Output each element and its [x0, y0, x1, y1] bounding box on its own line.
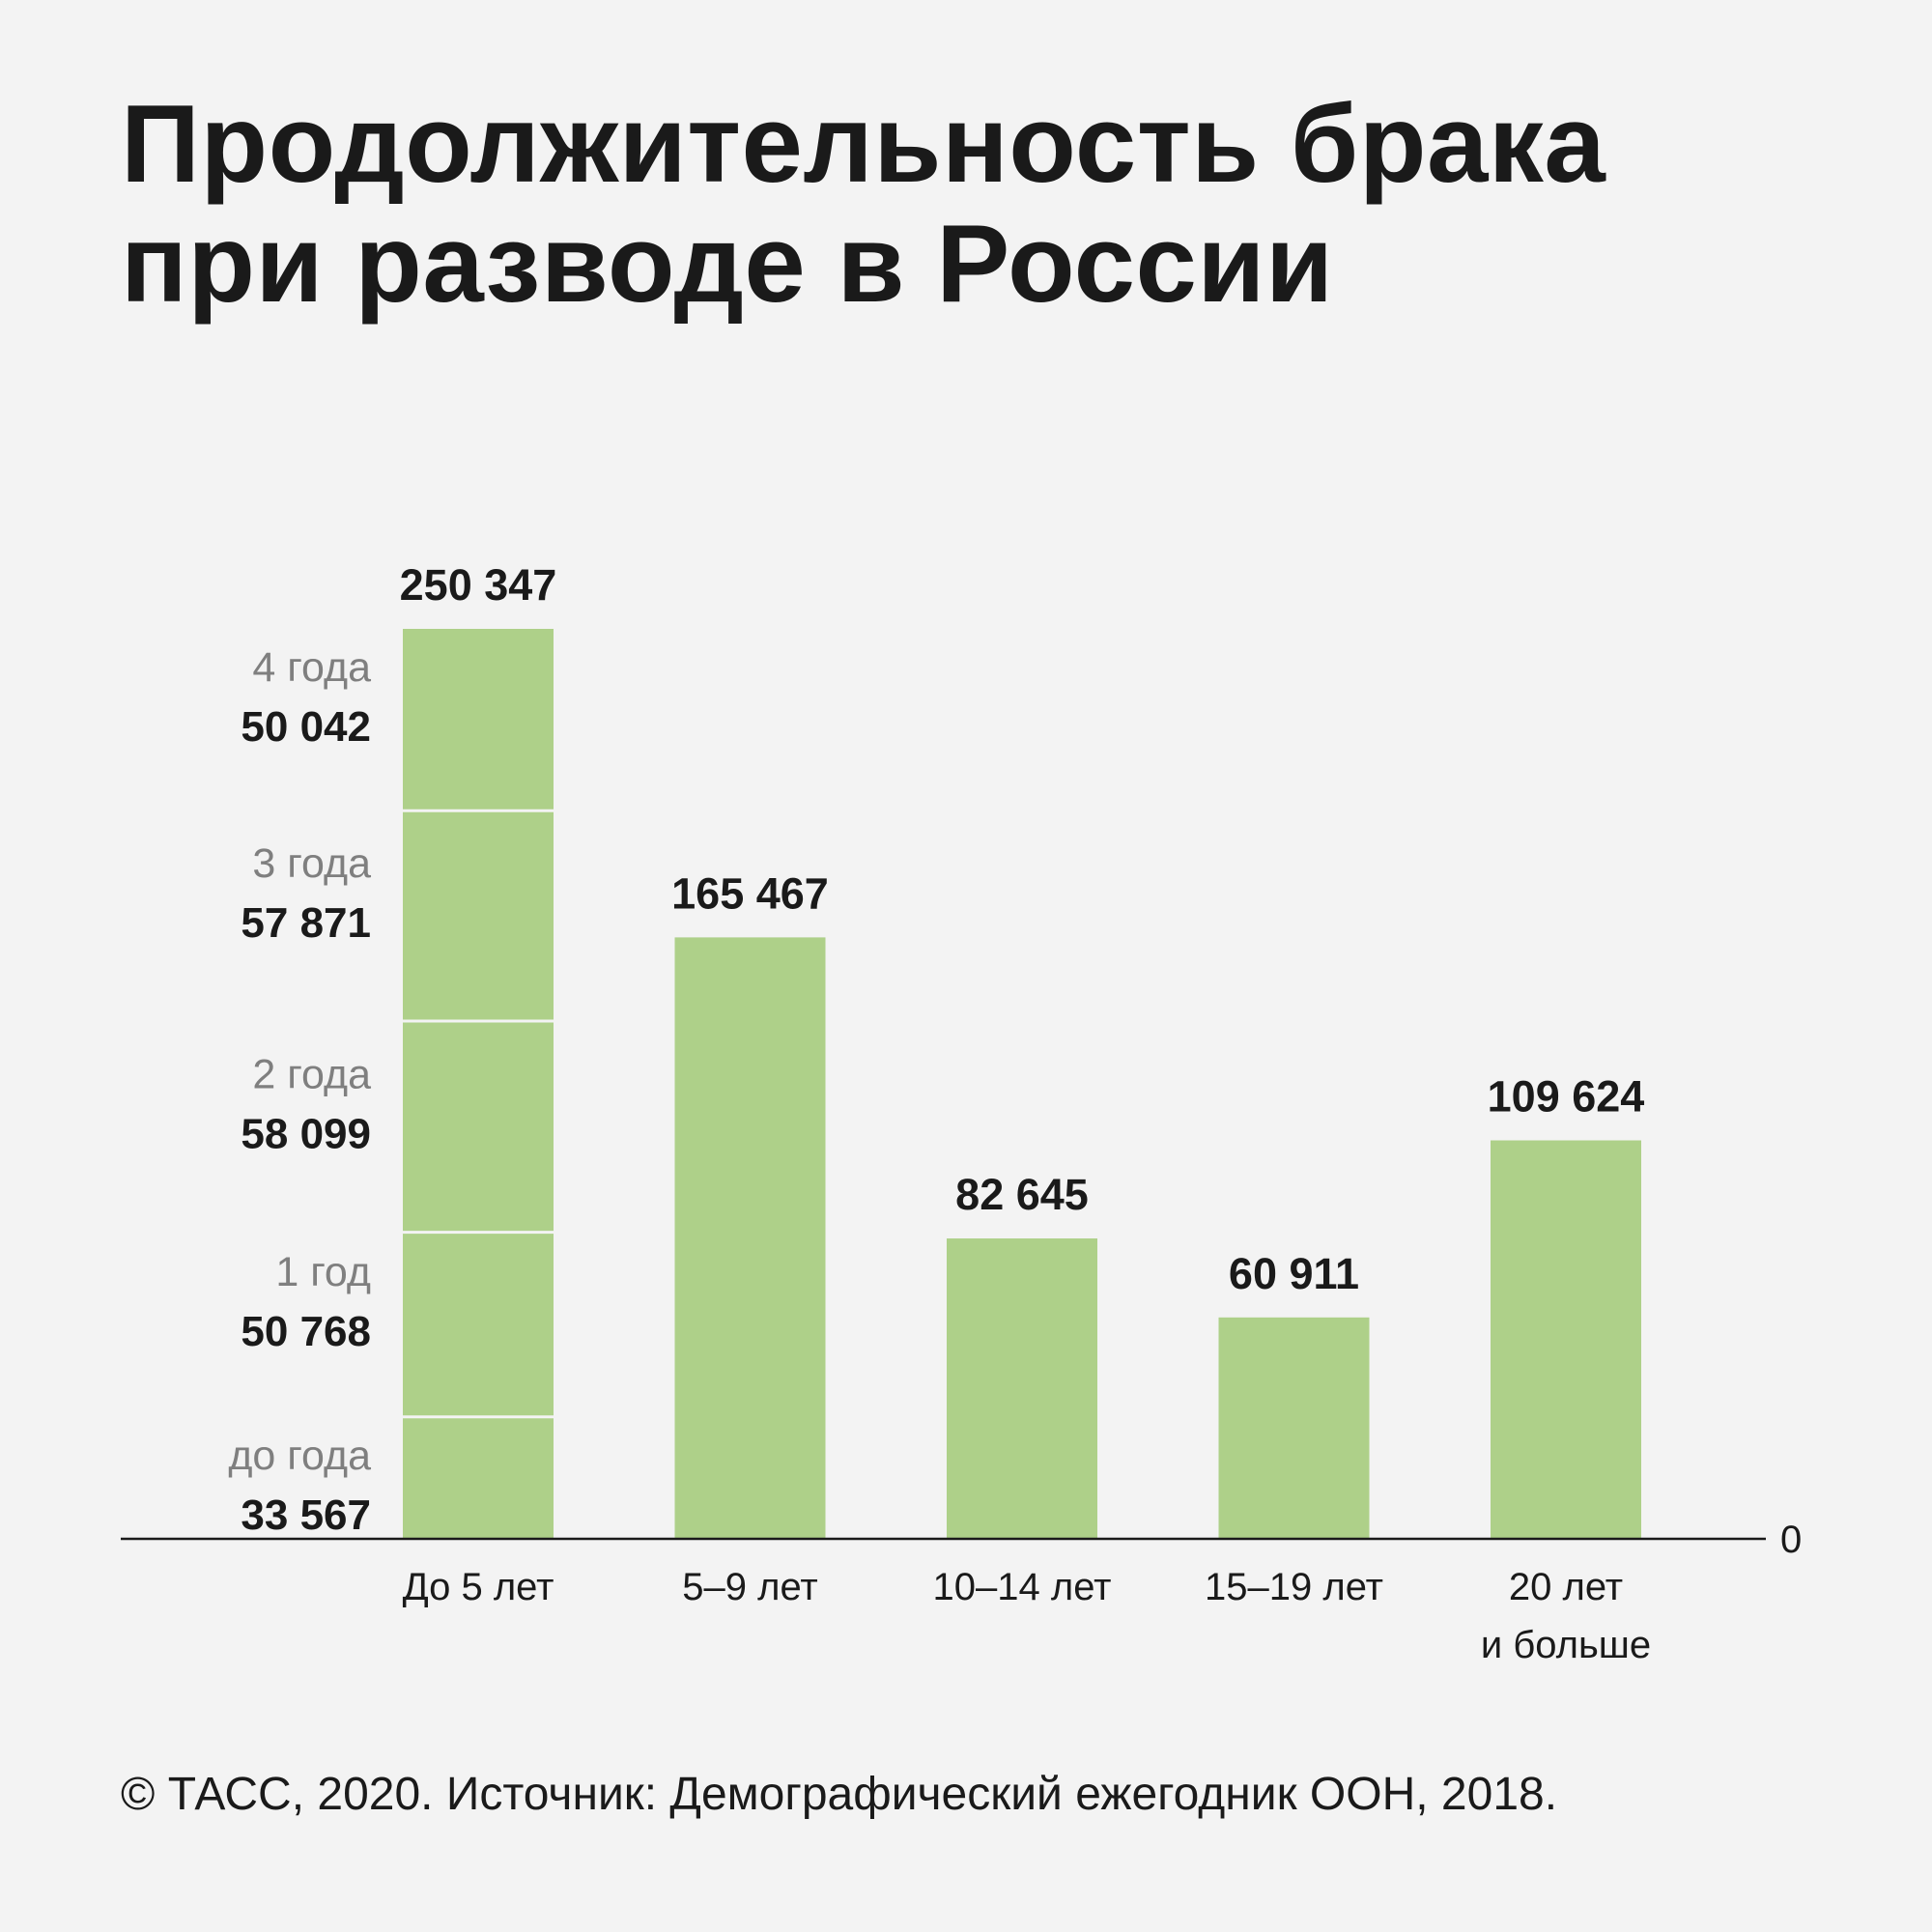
chart-title-line-1: Продолжительность брака — [121, 83, 1606, 206]
segment-value-label-3: 57 871 — [241, 899, 371, 947]
chart-title: Продолжительность брака при разводе в Ро… — [121, 85, 1605, 325]
segment-year-label-4: 4 года — [252, 644, 371, 691]
segment-year-label-3: 3 года — [252, 840, 371, 887]
bar-3 — [1218, 1317, 1370, 1539]
segment-year-label-1: 1 год — [275, 1249, 371, 1295]
source-footer: © ТАСС, 2020. Источник: Демографический … — [121, 1769, 1558, 1820]
segment-value-label-2: 58 099 — [241, 1110, 371, 1157]
bar-value-label-0: 250 347 — [400, 560, 557, 610]
bar-value-label-2: 82 645 — [955, 1170, 1089, 1219]
bar-1 — [674, 937, 826, 1539]
x-tick-label-2: 10–14 лет — [933, 1566, 1112, 1608]
segment-year-label-2: 2 года — [252, 1051, 371, 1097]
bar-4 — [1491, 1140, 1641, 1539]
x-tick-label-0: До 5 лет — [403, 1566, 554, 1608]
y-zero-label: 0 — [1780, 1519, 1802, 1561]
segment-value-label-4: 50 042 — [241, 703, 371, 751]
x-tick-label-4: 20 лет — [1509, 1566, 1623, 1608]
bar-value-label-1: 165 467 — [671, 868, 829, 918]
x-tick-label-4-line-2: и больше — [1481, 1624, 1651, 1666]
bar-0 — [403, 629, 554, 1539]
segment-year-label-0: до года — [228, 1433, 371, 1479]
bar-value-label-4: 109 624 — [1488, 1072, 1645, 1122]
bar-2 — [947, 1238, 1097, 1539]
chart-title-line-2: при разводе в России — [121, 203, 1334, 326]
bar-value-label-3: 60 911 — [1229, 1249, 1359, 1298]
segment-value-label-0: 33 567 — [241, 1492, 371, 1539]
x-tick-label-1: 5–9 лет — [682, 1566, 817, 1608]
segment-value-label-1: 50 768 — [241, 1308, 371, 1355]
x-tick-label-3: 15–19 лет — [1205, 1566, 1383, 1608]
